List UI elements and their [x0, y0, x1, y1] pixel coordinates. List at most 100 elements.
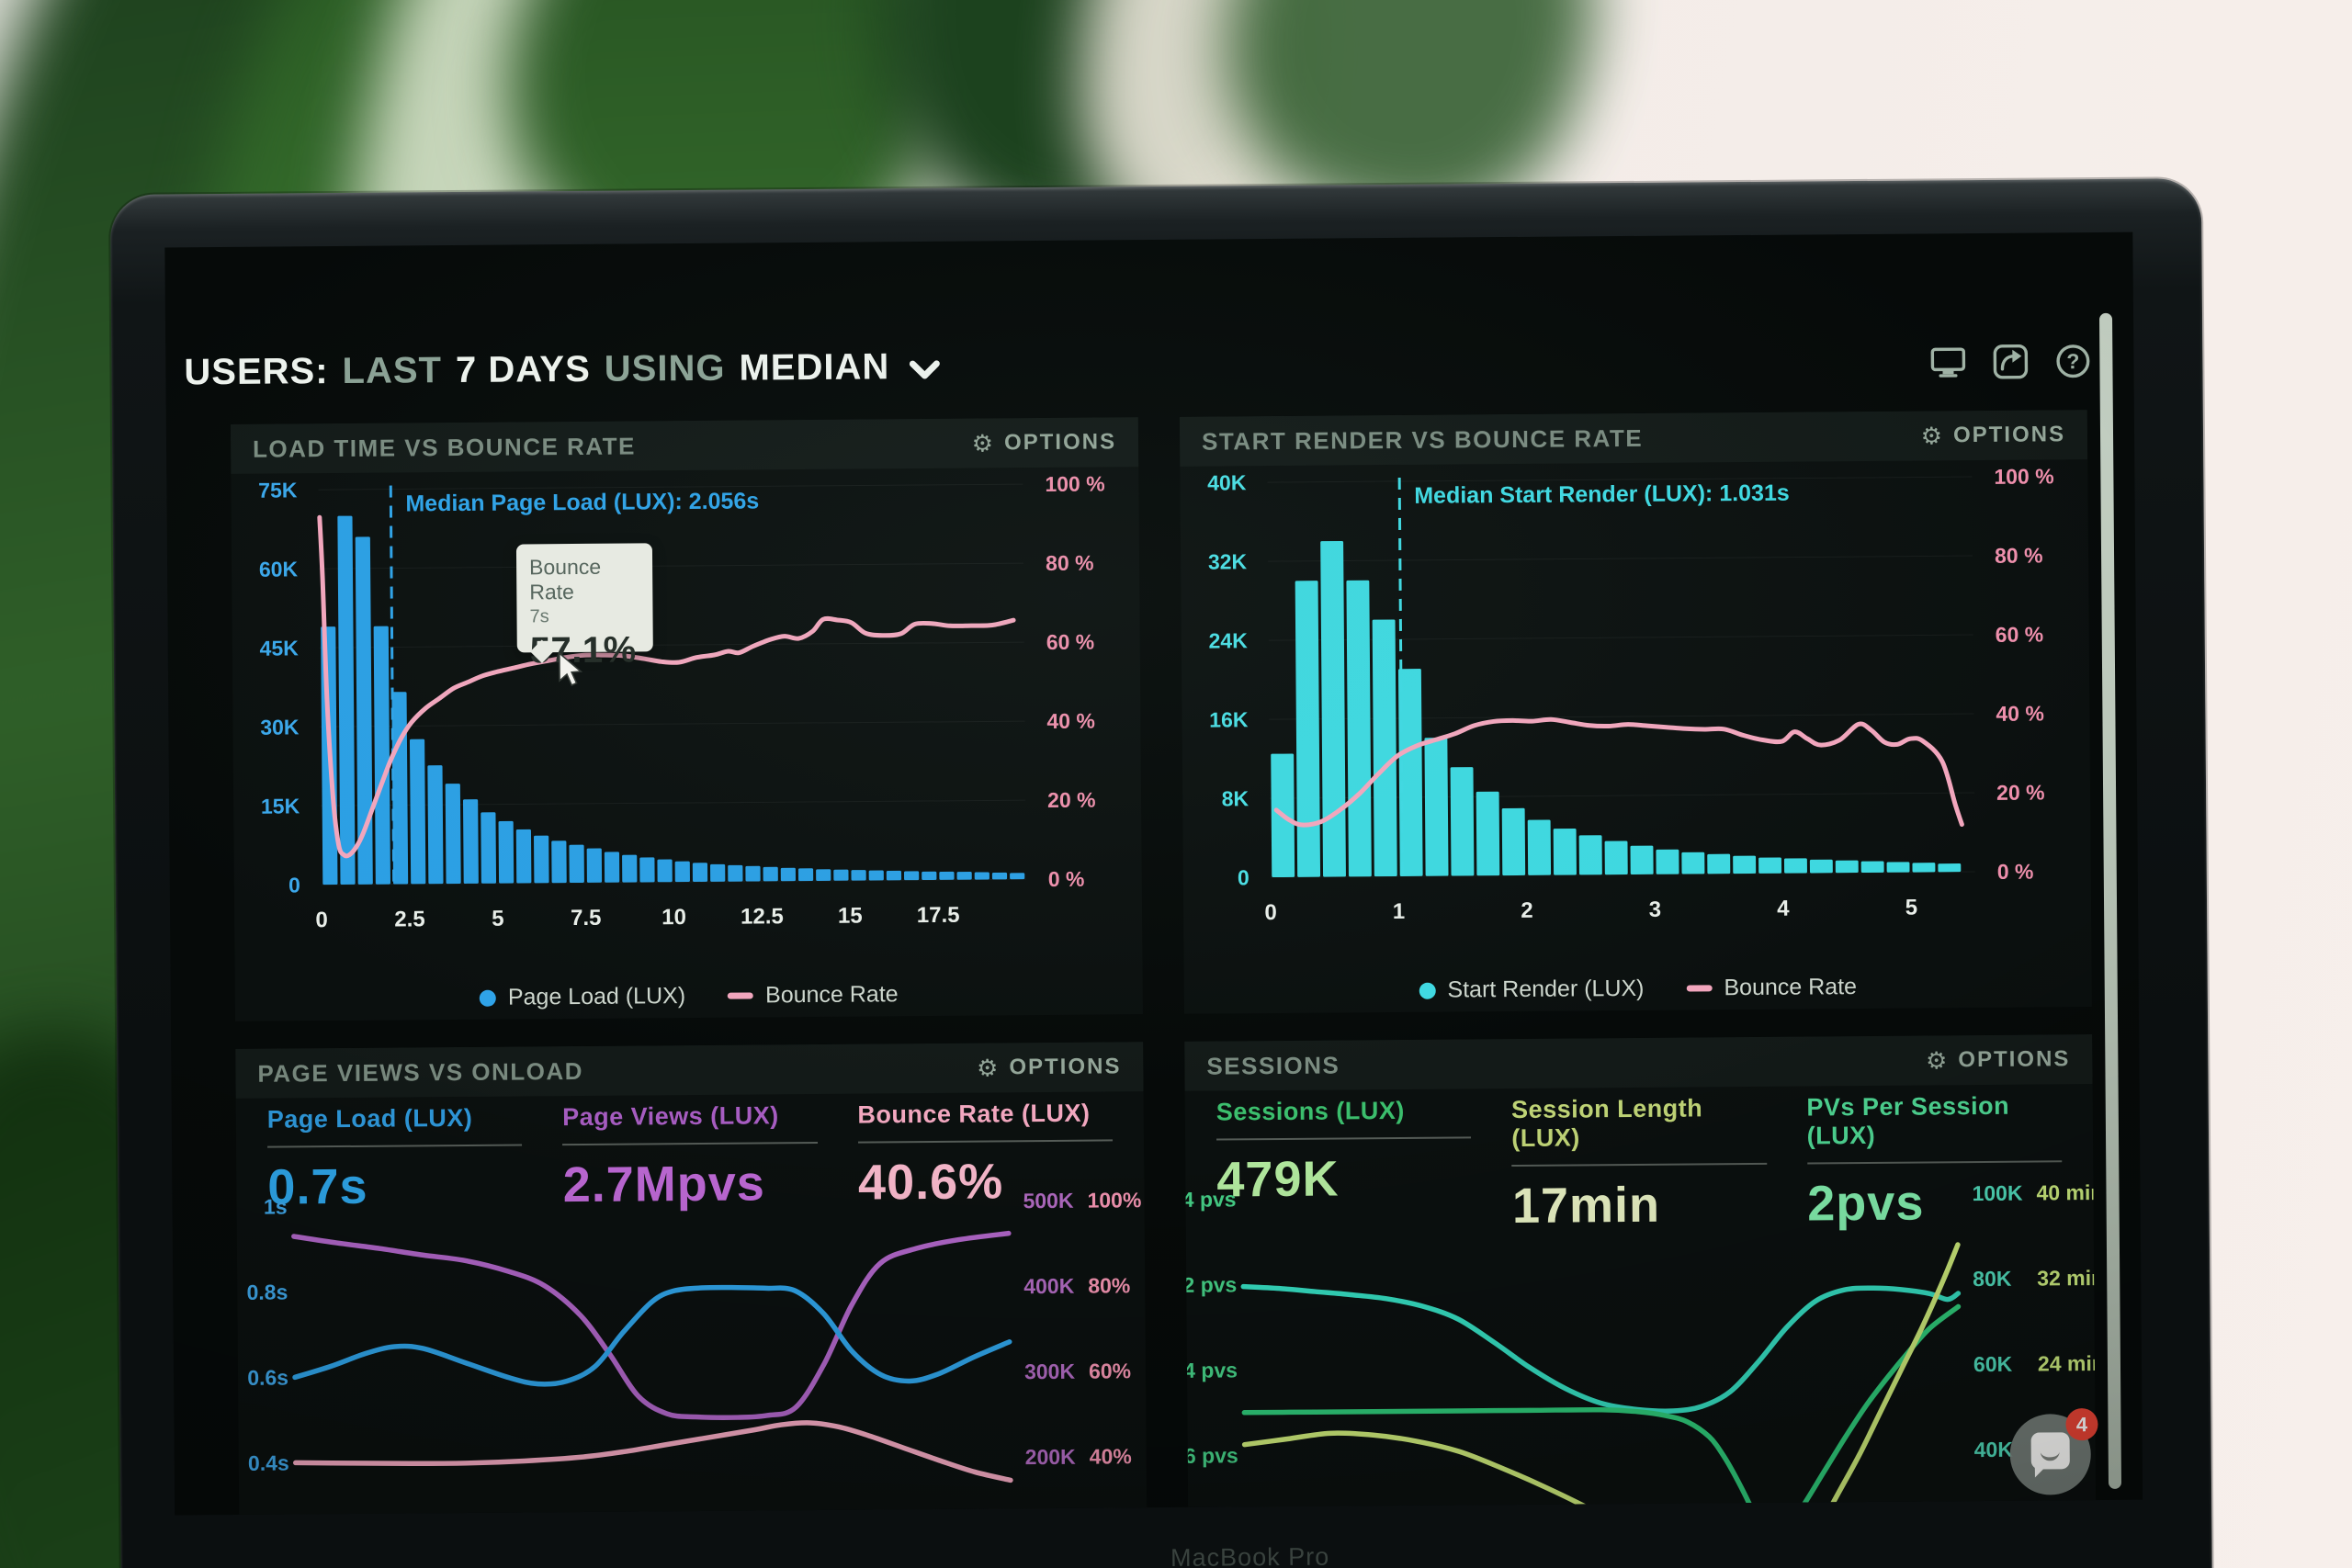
x-tick-label: 5	[1905, 896, 1918, 920]
histogram-bar	[1733, 855, 1757, 874]
histogram-bar	[745, 865, 761, 882]
load-time-histogram-chart[interactable]: 75K 100 % 60K 80 % 45K 60 % 30K 40 % 15K 20 % 0 0 %…	[231, 467, 1142, 947]
scrollbar[interactable]	[2098, 312, 2122, 1489]
axis-tick-label: 30K	[260, 715, 300, 739]
chevron-down-icon	[909, 359, 940, 379]
histogram-bar	[569, 844, 584, 884]
metric-label: Page Load (LUX)	[266, 1103, 473, 1134]
chart-legend: Start Render (LUX) Bounce Rate	[1184, 972, 2092, 1006]
histogram-bar	[1320, 540, 1346, 877]
display-icon[interactable]	[1929, 344, 1966, 380]
axis-tick-label: 20 %	[1047, 788, 1096, 812]
legend-line-swatch	[728, 992, 754, 999]
legend-label: Bounce Rate	[764, 981, 899, 1009]
dashboard-screen: USERS: LAST 7 DAYS USING MEDIAN	[164, 231, 2143, 1516]
axis-tick-label: 45K	[259, 636, 299, 660]
options-label: OPTIONS	[1952, 422, 2066, 448]
axis-tick-label: 40K	[1974, 1438, 2014, 1461]
gridline	[319, 641, 1024, 649]
title-segment: 7 DAYS	[455, 348, 591, 391]
x-tick-label: 5	[492, 907, 504, 931]
x-tick-label: 10	[662, 905, 686, 930]
legend-item[interactable]: Start Render (LUX)	[1419, 975, 1645, 1004]
options-label: OPTIONS	[1958, 1046, 2071, 1073]
legend-item[interactable]: Page Load (LUX)	[479, 983, 685, 1011]
axis-tick-label: 60 %	[1046, 630, 1095, 654]
metric-underline	[1511, 1162, 1767, 1168]
series-line-session-length	[1815, 1242, 1961, 1507]
gear-icon: ⚙	[1920, 422, 1945, 450]
axis-tick-label: 1s	[264, 1194, 288, 1218]
panel-title: START RENDER VS BOUNCE RATE	[1201, 423, 1644, 456]
histogram-bar	[1758, 857, 1782, 874]
gridline	[1267, 476, 1973, 483]
help-icon[interactable]: ?	[2054, 343, 2091, 379]
panel-title: PAGE VIEWS VS ONLOAD	[257, 1056, 584, 1088]
histogram-bar	[763, 866, 778, 882]
histogram-bar	[1295, 581, 1321, 877]
gridline	[320, 720, 1025, 728]
x-tick-label: 3	[1649, 897, 1662, 922]
axis-tick-label: 16K	[1209, 707, 1249, 731]
page-views-line-chart[interactable]: 1s 0.8s 0.6s 0.4s 500K 100% 400K 80% 300K 60% 200K…	[236, 1189, 1147, 1515]
histogram-bar	[498, 820, 514, 884]
options-button[interactable]: ⚙ OPTIONS	[1925, 1046, 2071, 1075]
histogram-bar	[833, 869, 849, 881]
histogram-bar	[1707, 853, 1731, 874]
panel-header: LOAD TIME VS BOUNCE RATE ⚙ OPTIONS	[230, 417, 1139, 474]
gear-icon: ⚙	[976, 1054, 1001, 1082]
median-annotation: Median Page Load (LUX): 2.056s	[405, 488, 759, 516]
histogram-bar	[1912, 863, 1936, 873]
bounce-rate-line	[1273, 716, 1964, 828]
legend-label: Start Render (LUX)	[1447, 975, 1645, 1003]
notification-badge: 4	[2065, 1408, 2098, 1441]
histogram-bar	[463, 799, 479, 884]
panel-load-time-vs-bounce-rate: LOAD TIME VS BOUNCE RATE ⚙ OPTIONS 75K 10…	[230, 417, 1143, 1021]
axis-tick-label: 100 %	[1045, 471, 1104, 496]
panel-title: LOAD TIME VS BOUNCE RATE	[252, 431, 637, 463]
start-render-histogram-chart[interactable]: 40K 100 % 32K 80 % 24K 60 % 16K 40 % 8K 20 % 0 0 % 0…	[1180, 459, 2091, 940]
options-button[interactable]: ⚙ OPTIONS	[972, 429, 1117, 457]
share-icon[interactable]	[1992, 344, 2029, 380]
histogram-bar	[922, 871, 937, 881]
panel-header: SESSIONS ⚙ OPTIONS	[1184, 1034, 2093, 1091]
histogram-bar	[1527, 819, 1552, 875]
axis-tick-label: 75K	[258, 478, 298, 502]
legend-item[interactable]: Bounce Rate	[1686, 974, 1857, 1001]
gear-icon: ⚙	[1925, 1046, 1950, 1075]
axis-tick-label: 400K	[1023, 1274, 1075, 1298]
histogram-bar	[1010, 873, 1025, 880]
histogram-bar	[1886, 862, 1910, 873]
x-tick-label: 1	[1393, 899, 1406, 924]
axis-tick-label: 100%	[1087, 1189, 1141, 1212]
axis-tick-label: 80 %	[1995, 543, 2043, 567]
intercom-launcher[interactable]: 4	[2009, 1408, 2098, 1495]
panel-page-views-vs-onload: PAGE VIEWS VS ONLOAD ⚙ OPTIONS Page Load…	[235, 1042, 1148, 1515]
axis-tick-label: 0 %	[1048, 867, 1085, 891]
histogram-bar	[586, 848, 603, 883]
histogram-bar	[409, 739, 426, 885]
options-button[interactable]: ⚙ OPTIONS	[976, 1054, 1122, 1082]
mouse-cursor	[559, 651, 583, 687]
histogram-bar	[939, 871, 955, 880]
title-segment: LAST	[342, 350, 443, 391]
axis-tick-label: 4 pvs	[1185, 1187, 1236, 1211]
legend-item[interactable]: Bounce Rate	[728, 981, 899, 1009]
metric-underline	[267, 1144, 523, 1148]
series-line-page-load	[292, 1284, 1012, 1387]
series-line-page-views	[291, 1230, 1012, 1420]
x-tick-label: 4	[1777, 897, 1790, 921]
histogram-bar	[1809, 859, 1833, 874]
chart-legend: Page Load (LUX) Bounce Rate	[235, 979, 1143, 1013]
axis-tick-label: 40 min	[2036, 1181, 2096, 1204]
gridline	[319, 562, 1024, 570]
chat-bubble-icon	[2030, 1432, 2070, 1470]
median-annotation: Median Start Render (LUX): 1.031s	[1414, 480, 1790, 509]
axis-tick-label: 8K	[1222, 786, 1250, 810]
axis-tick-label: 60K	[1973, 1352, 2013, 1376]
options-button[interactable]: ⚙ OPTIONS	[1920, 422, 2066, 450]
histogram-bar	[797, 868, 814, 882]
dashboard-title-dropdown[interactable]: USERS: LAST 7 DAYS USING MEDIAN	[184, 346, 940, 393]
sessions-line-chart[interactable]: 4 pvs 3.2 pvs 2.4 pvs 1.6 pvs 100K 40 min 80K 3…	[1185, 1181, 2096, 1507]
histogram-bar	[1397, 669, 1423, 876]
